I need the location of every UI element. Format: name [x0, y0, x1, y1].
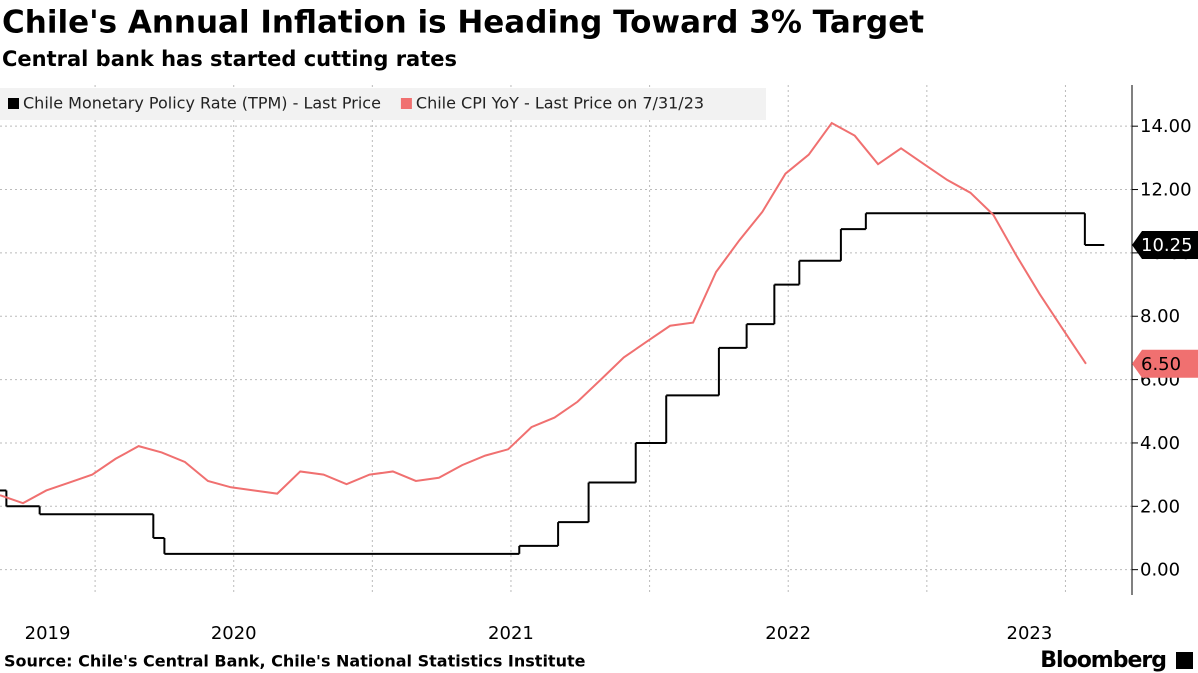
- last-value-label: 6.50: [1141, 354, 1181, 375]
- legend-label: Chile CPI YoY - Last Price on 7/31/23: [416, 94, 704, 113]
- x-tick-label: 2023: [1007, 623, 1053, 644]
- last-value-box: [1132, 230, 1198, 259]
- line: [0, 121, 1087, 505]
- legend-label: Chile Monetary Policy Rate (TPM) - Last …: [23, 94, 381, 113]
- legend-swatch: [400, 98, 412, 109]
- x-tick-label: 2020: [211, 623, 257, 644]
- chart-title: Chile's Annual Inflation is Heading Towa…: [2, 5, 924, 41]
- legend-bg: [0, 88, 766, 120]
- brand-icon: [1176, 652, 1193, 669]
- y-tick-label: 2.00: [1140, 496, 1180, 517]
- source: Source: Chile's Central Bank, Chile's Na…: [4, 652, 586, 671]
- y-tick-label: 8.00: [1140, 306, 1180, 327]
- y-tick-label: 12.00: [1140, 180, 1192, 201]
- y-tick-label: 0.00: [1140, 560, 1180, 581]
- legend-swatch: [8, 98, 19, 109]
- chart-subtitle: Central bank has started cutting rates: [2, 47, 457, 71]
- x-tick-label: 2019: [25, 623, 71, 644]
- last-value-box: [1132, 349, 1198, 378]
- y-tick-label: 14.00: [1140, 116, 1192, 137]
- brand: Bloomberg: [1040, 648, 1166, 673]
- x-tick-label: 2021: [488, 623, 534, 644]
- y-tick-label: 4.00: [1140, 433, 1180, 454]
- last-value-label: 10.25: [1141, 235, 1193, 256]
- x-tick-label: 2022: [765, 623, 811, 644]
